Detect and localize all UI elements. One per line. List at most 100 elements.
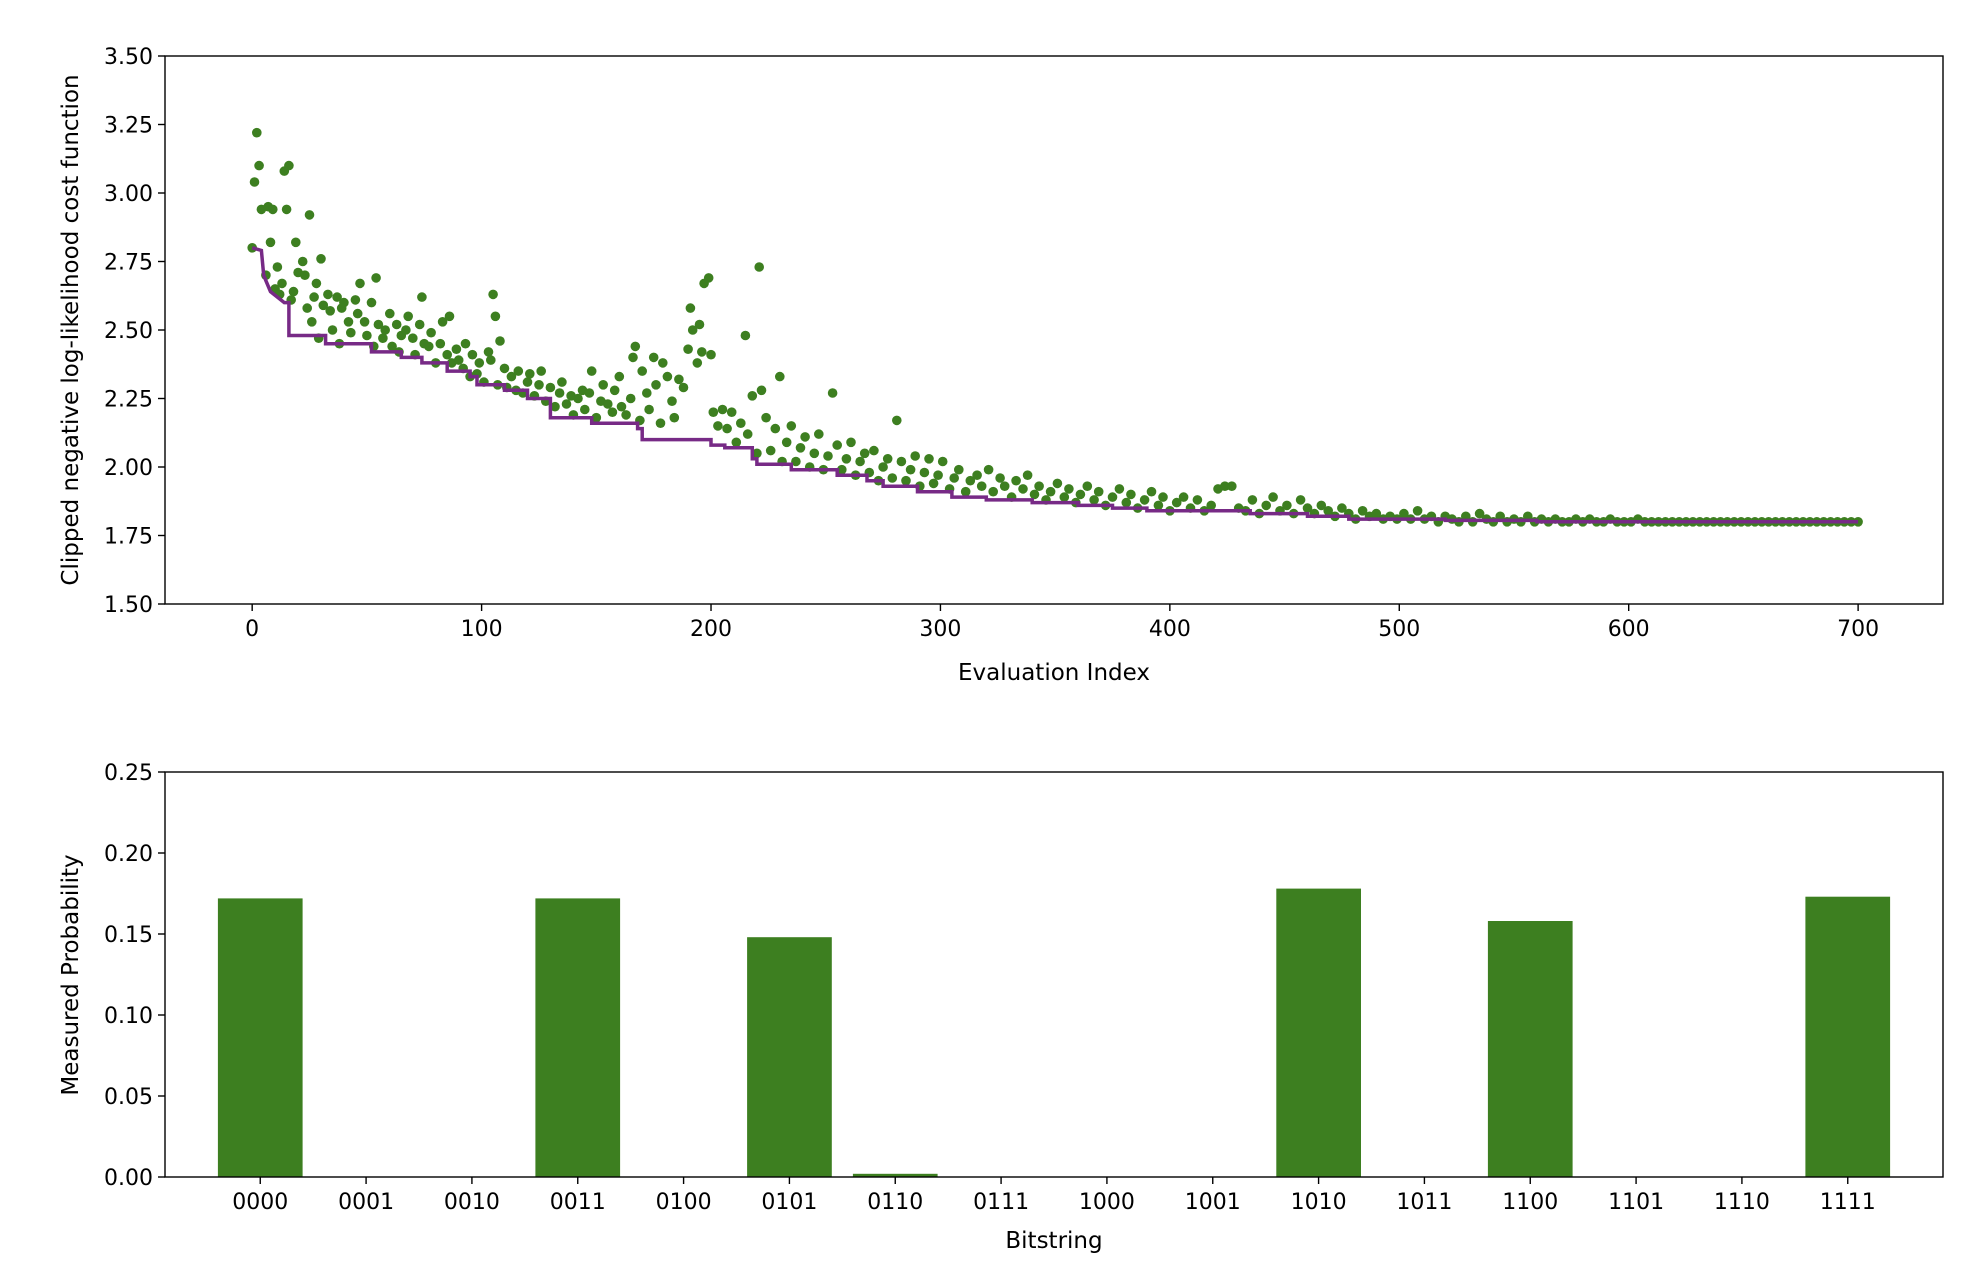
cost-x-axis-label: Evaluation Index: [958, 660, 1150, 686]
probability-bar: [1276, 888, 1361, 1177]
probability-y-tick-label: 0.00: [104, 1166, 153, 1191]
cost-evaluation-point: [823, 451, 833, 461]
cost-evaluation-point: [311, 278, 322, 289]
cost-evaluation-point: [373, 319, 384, 330]
cost-y-tick-label: 1.50: [104, 593, 153, 618]
cost-evaluation-point: [444, 311, 455, 322]
cost-evaluation-point: [621, 410, 631, 420]
cost-evaluation-point: [614, 371, 625, 382]
cost-evaluation-point: [708, 407, 719, 418]
cost-evaluation-point: [352, 308, 363, 319]
cost-evaluation-point: [486, 355, 496, 365]
cost-evaluation-point: [869, 445, 879, 456]
cost-evaluation-point: [536, 366, 546, 376]
probability-y-tick-label: 0.20: [104, 842, 153, 867]
cost-evaluation-point: [385, 308, 395, 319]
cost-x-tick-label: 200: [690, 617, 732, 642]
cost-evaluation-point: [761, 412, 771, 423]
cost-evaluation-point: [488, 289, 498, 300]
cost-evaluation-point: [775, 371, 785, 382]
cost-evaluation-point: [557, 377, 567, 387]
cost-evaluation-point: [284, 160, 294, 171]
cost-evaluation-point: [1337, 503, 1347, 513]
cost-evaluation-point: [765, 445, 776, 456]
cost-evaluation-point: [678, 382, 689, 393]
cost-x-tick-label: 300: [919, 617, 961, 642]
cost-evaluation-point: [359, 317, 370, 327]
cost-evaluation-point: [607, 407, 618, 418]
cost-evaluation-point: [1371, 508, 1382, 519]
cost-evaluation-point: [1206, 500, 1216, 511]
cost-evaluation-point: [1146, 486, 1157, 497]
cost-evaluation-point: [380, 325, 391, 335]
cost-evaluation-point: [506, 371, 517, 382]
cost-evaluation-point: [662, 371, 673, 382]
cost-evaluation-point: [770, 423, 781, 434]
cost-evaluation-point: [685, 303, 696, 313]
cost-evaluation-point: [855, 456, 865, 467]
cost-evaluation-point: [972, 470, 982, 481]
cost-evaluation-point: [713, 421, 723, 431]
cost-evaluation-point: [1171, 497, 1182, 508]
cost-evaluation-point: [1018, 484, 1028, 494]
cost-evaluation-point: [251, 127, 262, 138]
probability-bar: [1805, 896, 1891, 1177]
cost-x-tick-label: 600: [1608, 617, 1650, 642]
cost-evaluation-point: [1399, 508, 1409, 519]
probability-panel: 0000 0001 0010 0011 0100 0101 0110 0111 1000 1001…: [58, 761, 1944, 1254]
cost-evaluation-point: [655, 418, 666, 429]
cost-evaluation-point: [339, 297, 349, 308]
cost-evaluation-point: [1075, 489, 1086, 500]
probability-x-axis-label: Bitstring: [1005, 1228, 1102, 1254]
cost-evaluation-point: [878, 462, 888, 472]
cost-evaluation-point: [892, 415, 902, 426]
probability-bar: [852, 1173, 938, 1177]
cost-evaluation-point: [752, 448, 762, 459]
cost-scatter-points: [247, 127, 1863, 527]
cost-evaluation-point: [403, 311, 414, 322]
cost-evaluation-point: [644, 404, 654, 415]
cost-evaluation-point: [630, 341, 641, 352]
cost-evaluation-point: [525, 369, 535, 379]
cost-evaluation-point: [648, 352, 659, 363]
cost-evaluation-point: [522, 377, 533, 387]
cost-evaluation-point: [937, 456, 948, 467]
cost-evaluation-point: [949, 473, 959, 483]
cost-evaluation-point: [742, 429, 753, 439]
cost-evaluation-point: [609, 385, 620, 396]
cost-evaluation-point: [1474, 508, 1485, 519]
cost-evaluation-point: [288, 286, 299, 297]
cost-evaluation-point: [919, 467, 930, 478]
cost-evaluation-point: [1107, 492, 1118, 502]
cost-evaluation-point: [277, 278, 287, 289]
cost-evaluation-point: [999, 481, 1010, 492]
cost-y-tick-label: 2.00: [104, 456, 153, 481]
cost-evaluation-point: [332, 292, 342, 302]
cost-evaluation-point: [1357, 506, 1368, 516]
cost-evaluation-point: [809, 448, 820, 459]
cost-evaluation-point: [756, 385, 767, 396]
cost-evaluation-point: [928, 478, 939, 489]
cost-evaluation-point: [616, 401, 627, 412]
cost-evaluation-point: [1011, 475, 1021, 486]
cost-evaluation-point: [1261, 500, 1271, 511]
cost-evaluation-point: [350, 295, 361, 305]
cost-evaluation-point: [483, 347, 494, 357]
cost-y-axis-label: Clipped negative log-likelihood cost fun…: [58, 74, 84, 585]
cost-evaluation-point: [291, 237, 301, 248]
cost-evaluation-point: [442, 349, 453, 360]
cost-evaluation-point: [371, 273, 381, 283]
probability-bar: [747, 937, 832, 1177]
probability-y-tick-label: 0.10: [104, 1004, 153, 1029]
cost-x-tick-label: 700: [1837, 617, 1879, 642]
cost-evaluation-point: [683, 344, 693, 355]
cost-evaluation-point: [1121, 497, 1132, 508]
bitstring-tick-label: 0010: [444, 1190, 500, 1215]
cost-evaluation-point: [316, 253, 326, 264]
cost-evaluation-point: [859, 448, 870, 459]
cost-evaluation-point: [706, 349, 716, 360]
cost-evaluation-point: [754, 262, 764, 272]
bitstring-tick-label: 0110: [867, 1190, 923, 1215]
cost-y-tick-label: 3.00: [104, 182, 153, 207]
cost-evaluation-point: [318, 300, 329, 311]
